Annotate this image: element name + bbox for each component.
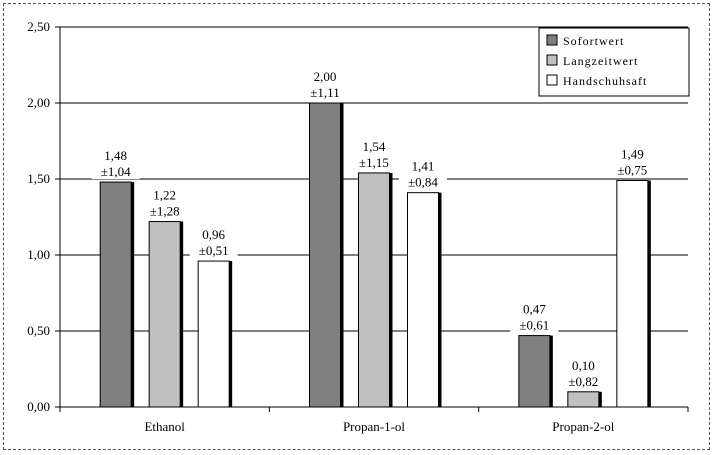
data-label-bg: [189, 224, 238, 259]
x-tick-label: Propan-2-ol: [552, 419, 614, 434]
data-label-sd: ±1,15: [359, 155, 389, 170]
y-tick-label: 1,00: [27, 247, 50, 262]
legend-label: Sofortwert: [563, 34, 624, 48]
data-label-bg: [510, 298, 559, 333]
data-label-bg: [91, 145, 140, 180]
data-label-sd: ±0,61: [519, 318, 549, 333]
y-tick-label: 0,50: [27, 323, 50, 338]
legend-box: [538, 27, 690, 97]
legend-swatch: [546, 74, 558, 86]
data-label-sd: ±1,04: [101, 164, 131, 179]
legend-swatch: [546, 54, 558, 66]
bar: [309, 102, 341, 408]
y-tick-label: 0,00: [27, 399, 50, 414]
data-label-bg: [399, 155, 447, 190]
data-label-value: 0,10: [572, 358, 595, 373]
data-label-sd: ±1,28: [150, 204, 180, 219]
x-tick-label: Ethanol: [144, 419, 185, 434]
y-tick-label: 2,00: [27, 95, 50, 110]
data-label-bg: [559, 354, 608, 389]
data-label-value: 2,00: [314, 69, 337, 84]
bar: [518, 335, 551, 408]
data-label-sd: ±1,11: [310, 85, 339, 100]
bar: [407, 192, 439, 408]
data-label-value: 1,41: [412, 159, 435, 174]
x-tick-label: Propan-1-ol: [343, 419, 405, 434]
y-tick-label: 1,50: [27, 171, 50, 186]
y-tick-label: 2,50: [27, 19, 50, 34]
data-label-value: 1,22: [153, 188, 176, 203]
bar: [616, 180, 649, 408]
bar: [148, 221, 181, 408]
data-label-sd: ±0,82: [568, 374, 598, 389]
bar: [358, 172, 390, 408]
data-label-bg: [350, 135, 398, 170]
data-label-bg: [608, 143, 657, 178]
bar: [99, 181, 132, 408]
data-label-sd: ±0,75: [617, 163, 647, 178]
data-label-value: 1,54: [363, 139, 386, 154]
bar: [567, 391, 600, 408]
legend-label: Handschuhsaft: [563, 74, 647, 88]
data-label-bg: [140, 184, 189, 219]
data-label-bg: [301, 66, 349, 100]
data-label-value: 1,49: [621, 147, 644, 162]
data-label-value: 1,48: [104, 148, 127, 163]
data-label-sd: ±0,84: [408, 175, 438, 190]
data-label-sd: ±0,51: [199, 243, 229, 258]
data-label-value: 0,96: [202, 227, 225, 242]
bar: [197, 260, 230, 408]
data-label-value: 0,47: [523, 302, 546, 317]
legend-swatch: [546, 34, 558, 46]
legend-label: Langzeitwert: [563, 54, 638, 68]
